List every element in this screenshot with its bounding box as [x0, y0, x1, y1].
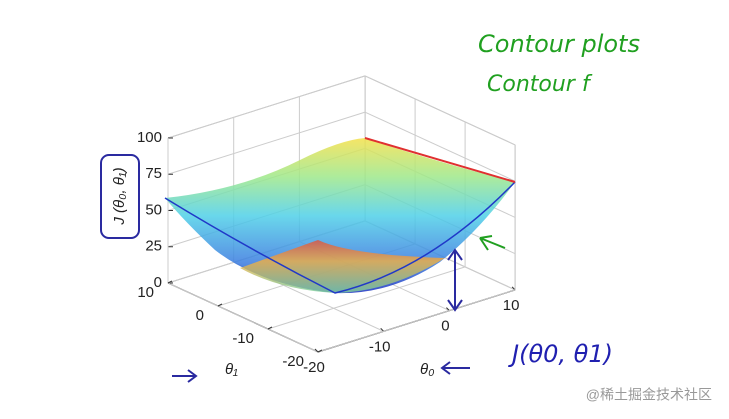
tick-mark [446, 307, 450, 311]
y-tick-label: -10 [232, 330, 254, 347]
grid-line [167, 75, 366, 139]
y-tick-label: 10 [137, 284, 154, 301]
y-tick-label: -20 [282, 353, 304, 370]
z-axis-label: J (θ₀, θ₁) [111, 167, 128, 225]
surface-edge [364, 137, 516, 183]
tick-mark [217, 303, 223, 307]
tick-mark [167, 280, 173, 284]
surface-front [240, 240, 445, 293]
x-tick-label: 10 [503, 297, 520, 314]
x-tick-label: -10 [369, 338, 391, 355]
tick-mark [267, 326, 273, 330]
x-tick-label: -20 [303, 359, 325, 376]
grid-line [317, 289, 516, 353]
arrow [479, 235, 506, 251]
y-axis-label: θ₁ [225, 361, 238, 378]
z-tick-label: 100 [137, 129, 162, 146]
z-tick-label: 0 [154, 274, 162, 291]
surface-edge [164, 181, 516, 294]
grid-line [364, 75, 516, 146]
grid-line [167, 111, 366, 175]
grid-line [167, 282, 319, 353]
arrows [172, 235, 506, 383]
tick-mark [317, 349, 323, 353]
z-tick-label: 50 [145, 201, 162, 218]
grid-line [267, 266, 466, 330]
z-tick-label: 75 [145, 165, 162, 182]
x-tick-label: 0 [441, 318, 449, 335]
tick-mark [314, 348, 319, 353]
arrow [172, 369, 198, 383]
arrow [447, 248, 463, 312]
annotation: Contour f [487, 72, 593, 97]
annotation: J(θ0, θ1) [508, 340, 613, 368]
highlight-box [100, 154, 140, 239]
tick-mark [380, 327, 385, 332]
watermark: @稀土掘金技术社区 [586, 387, 712, 403]
annotation: Contour plots [478, 30, 640, 58]
grid-line [364, 111, 516, 182]
x-axis-label: θ₀ [420, 361, 434, 378]
surface [164, 137, 516, 294]
arrow [440, 361, 470, 375]
y-tick-label: 0 [196, 307, 204, 324]
z-tick-label: 25 [145, 238, 162, 255]
